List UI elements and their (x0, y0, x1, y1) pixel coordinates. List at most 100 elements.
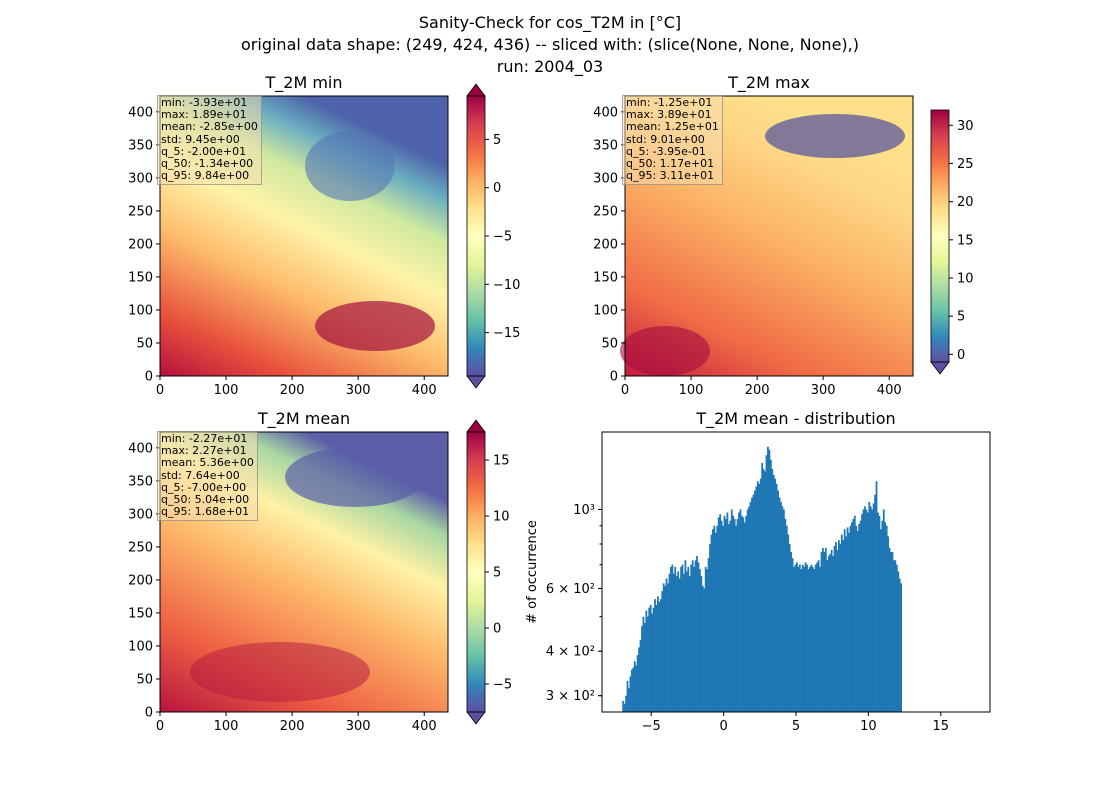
stat-line: min: -3.93e+01 (161, 96, 248, 109)
histogram-bar (671, 564, 674, 712)
histogram-bar (788, 543, 791, 712)
colorbar (931, 110, 949, 362)
histogram-bar (759, 478, 762, 712)
y-tick-label: 50 (136, 672, 153, 687)
heatmap-region (620, 326, 710, 376)
stat-line: min: -1.25e+01 (626, 96, 713, 109)
histogram-bar (878, 515, 881, 712)
histogram-bar (699, 569, 701, 712)
histogram-bar (868, 501, 871, 712)
stat-line: q_50: 5.04e+00 (161, 493, 250, 507)
y-tick-label: 0 (145, 370, 153, 385)
histogram-bar (893, 560, 895, 712)
histogram-bar (861, 514, 863, 712)
histogram-bar (623, 703, 626, 712)
histogram-bar (739, 509, 742, 712)
histogram-bar (785, 525, 788, 712)
histogram-bar (882, 509, 885, 712)
histogram-bar (736, 519, 739, 712)
histogram-bar (884, 522, 887, 712)
histogram-bar (832, 556, 834, 712)
colorbar-tick-label: −15 (493, 326, 520, 341)
histogram-bar (748, 506, 751, 712)
histogram-bar (848, 532, 850, 712)
histogram-bar (859, 520, 862, 712)
histogram-bar (846, 527, 849, 712)
y-tick-label: 400 (128, 441, 153, 456)
histogram-bar (772, 474, 775, 712)
colorbar-tick-label: 0 (957, 348, 965, 363)
histogram-bar (683, 573, 685, 712)
histogram-bar (871, 509, 874, 712)
y-tick-label: 250 (128, 540, 153, 555)
histogram-bar (710, 534, 713, 712)
x-tick-label: 100 (214, 719, 239, 734)
colorbar-tick-label: 0 (493, 181, 501, 196)
histogram-bar (667, 583, 669, 712)
histogram-bar (758, 483, 761, 712)
histogram-bar (898, 578, 901, 712)
x-tick-label: 400 (412, 719, 437, 734)
histogram-bar (807, 569, 810, 712)
axes-frame (159, 431, 449, 713)
histogram-bar (674, 566, 677, 712)
histogram-bar (771, 468, 774, 712)
y-tick-label: 200 (128, 237, 153, 252)
histogram-bar (865, 509, 868, 712)
histogram-bar (769, 459, 772, 712)
histogram-bar (662, 583, 665, 712)
histogram-bar (824, 547, 827, 712)
colorbar-tick-label: −10 (493, 278, 520, 293)
histogram-bar (791, 558, 794, 712)
y-tick-label: 300 (128, 171, 153, 186)
y-tick-label: 350 (593, 138, 618, 153)
histogram-bar (733, 519, 736, 712)
histogram-bar (778, 497, 781, 712)
histogram-bar (672, 573, 675, 712)
histogram-bar (796, 562, 798, 712)
histogram-bar (730, 509, 733, 712)
y-tick-label: 4 × 10² (546, 645, 595, 660)
y-tick-label: 400 (128, 105, 153, 120)
histogram-bar (768, 449, 771, 712)
histogram-bar (641, 626, 643, 712)
x-tick-label: 5 (792, 719, 800, 734)
histogram-bar (632, 667, 635, 712)
y-tick-label: 350 (128, 138, 153, 153)
panel-title: T_2M mean - distribution (695, 409, 895, 429)
histogram-bar (729, 520, 732, 712)
histogram-bar (681, 564, 684, 712)
stat-line: q_5: -2.00e+01 (161, 144, 247, 158)
y-tick-label: 300 (593, 171, 618, 186)
colorbar-tick-label: 10 (493, 510, 510, 525)
histogram-bar (823, 551, 826, 712)
colorbar-extend-min (930, 361, 950, 375)
x-tick-label: 300 (811, 383, 836, 398)
histogram-bar (752, 494, 755, 712)
histogram-bar (720, 520, 723, 712)
histogram-bar (774, 478, 777, 712)
colorbar-tick-label: 5 (957, 310, 965, 325)
histogram-bar (626, 680, 629, 712)
x-tick-label: 200 (745, 383, 770, 398)
histogram-bar (707, 558, 710, 712)
histogram-bar (819, 566, 821, 712)
histogram-bar (809, 566, 811, 712)
histogram-bar (872, 503, 875, 712)
histogram-bar (767, 446, 769, 712)
histogram-bar (703, 588, 706, 712)
histogram-bar (684, 560, 687, 712)
histogram-bar (655, 604, 658, 712)
colorbar-tick-label: 30 (957, 119, 974, 134)
histogram-bar (622, 700, 625, 712)
histogram-bar (775, 483, 778, 712)
histogram-bar (719, 514, 722, 712)
y-tick-label: 200 (593, 237, 618, 252)
histogram-bar (822, 547, 824, 712)
histogram-bar (685, 571, 688, 712)
x-tick-label: 300 (346, 719, 371, 734)
y-tick-label: 200 (128, 573, 153, 588)
colorbar-tick-label: 25 (957, 157, 974, 172)
histogram-bar (816, 562, 819, 712)
histogram-bar (697, 562, 700, 712)
